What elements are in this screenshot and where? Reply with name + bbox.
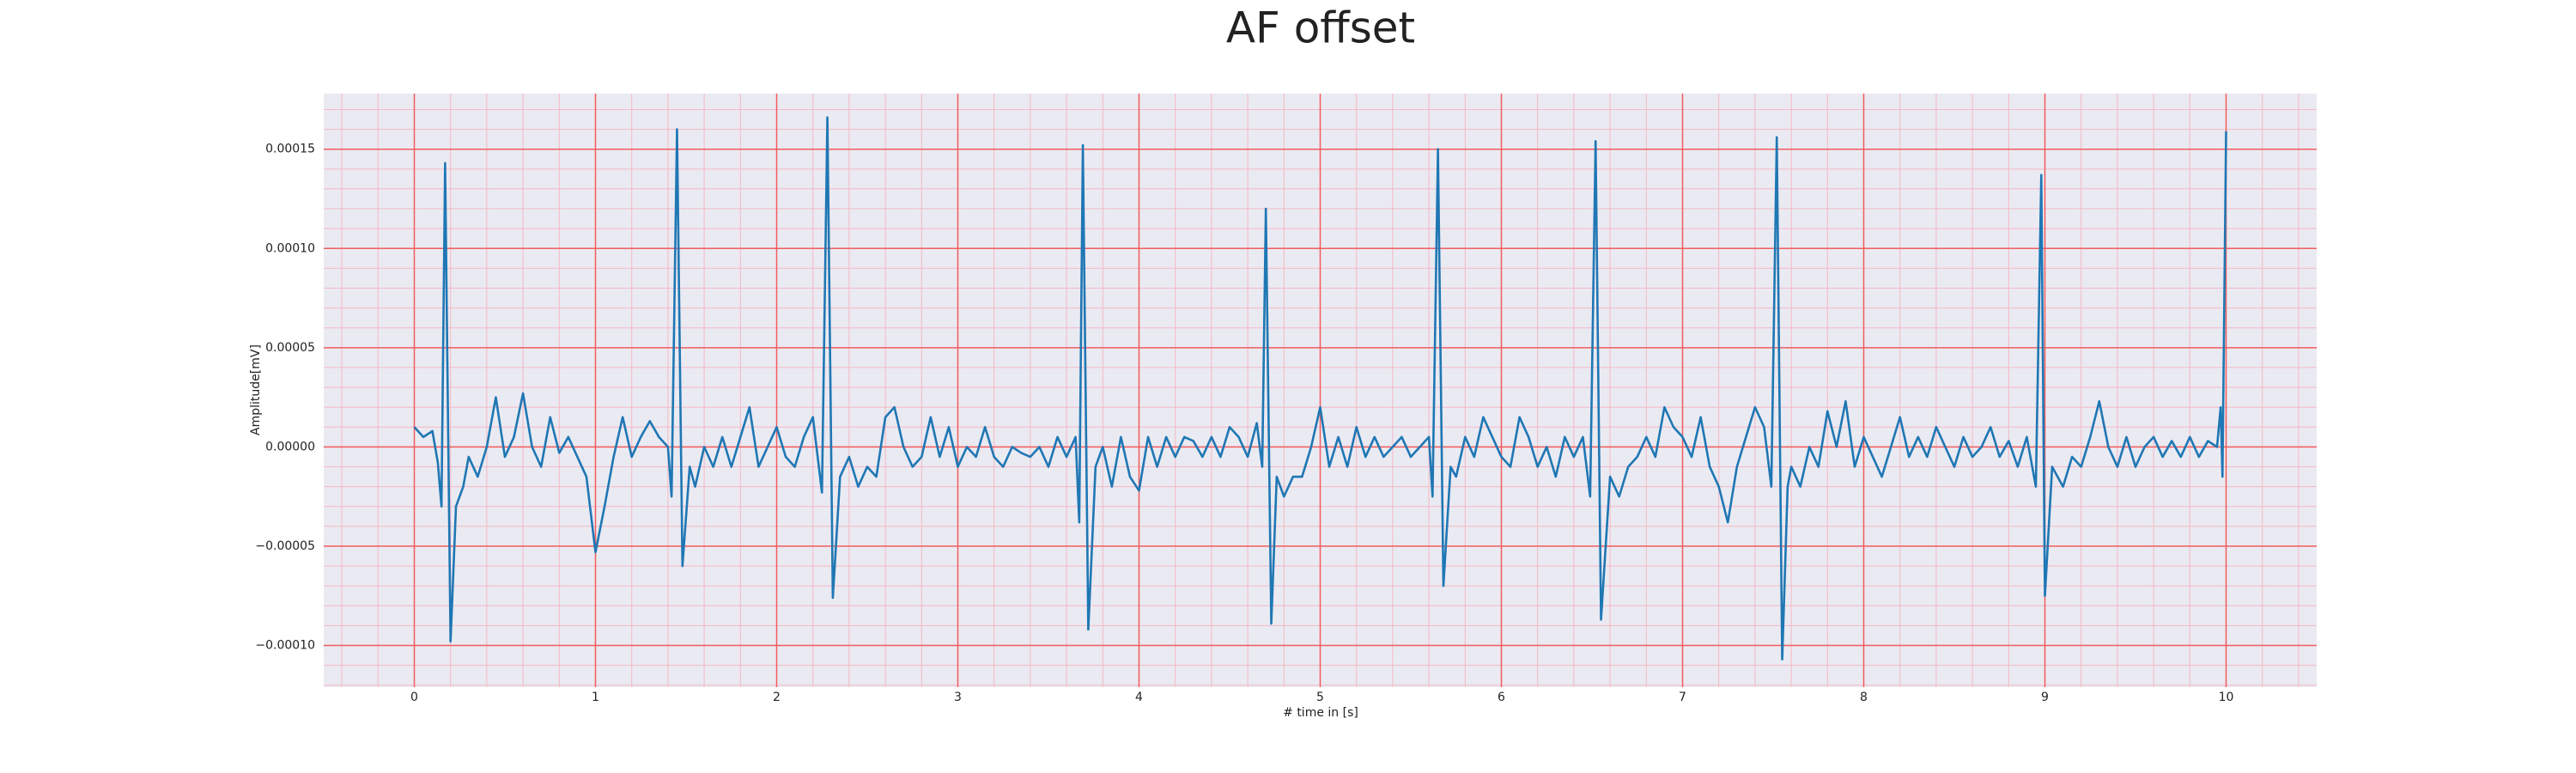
x-tick-label: 8: [1860, 691, 1868, 704]
data-line: [413, 116, 2227, 660]
x-tick-label: 1: [592, 691, 599, 704]
x-tick-label: 6: [1498, 691, 1505, 704]
x-tick-label: 4: [1135, 691, 1143, 704]
x-tick-label: 3: [954, 691, 962, 704]
y-tick-label: −0.00010: [255, 638, 315, 652]
x-tick-label: 2: [773, 691, 781, 704]
x-tick-label: 9: [2041, 691, 2049, 704]
x-tick-label: 0: [410, 691, 418, 704]
y-tick-label: 0.00010: [265, 241, 315, 255]
y-axis-label: Amplitude[mV]: [249, 344, 263, 435]
y-tick-label: −0.00005: [255, 539, 315, 553]
x-tick-label: 10: [2219, 691, 2234, 704]
x-axis-label: # time in [s]: [1283, 706, 1358, 720]
y-tick-label: 0.00005: [265, 341, 315, 355]
y-tick-label: 0.00000: [265, 440, 315, 453]
x-tick-label: 5: [1316, 691, 1324, 704]
x-tick-label: 7: [1679, 691, 1686, 704]
y-tick-label: 0.00015: [265, 143, 315, 156]
chart-title: AF offset: [1226, 3, 1415, 53]
